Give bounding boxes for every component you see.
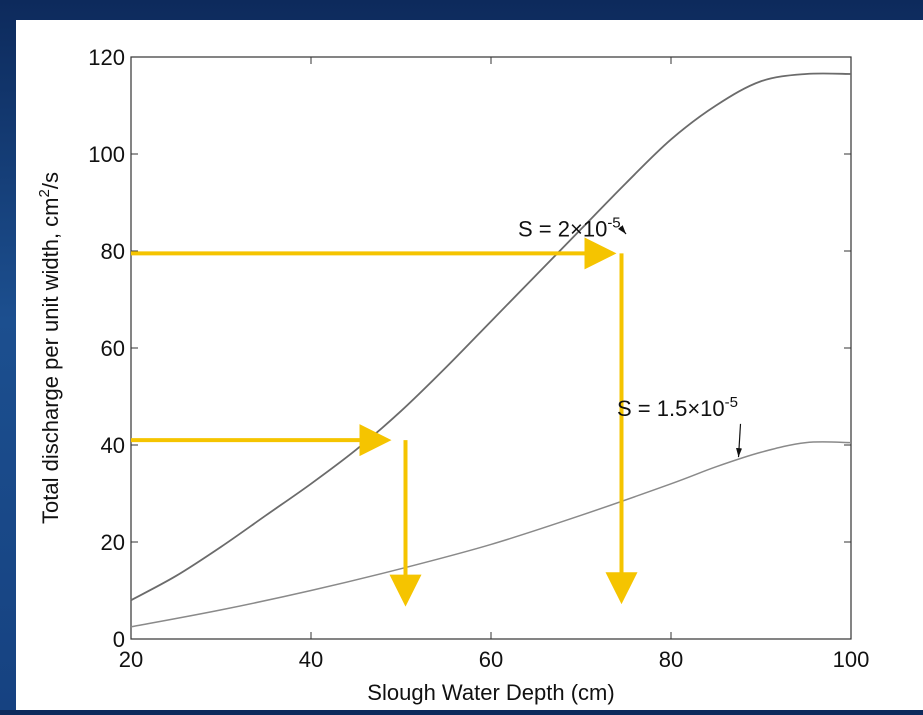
y-axis-label-tail: /s xyxy=(38,172,63,189)
series-label-pointer-1 xyxy=(617,225,627,235)
y-tick-label: 80 xyxy=(101,239,125,264)
y-tick-label: 60 xyxy=(101,336,125,361)
y-axis-label-sup: 2 xyxy=(36,189,53,197)
y-tick-label: 0 xyxy=(113,627,125,652)
x-tick-label: 20 xyxy=(119,647,143,672)
guide-arrows xyxy=(131,237,638,607)
series-label-pointer-2 xyxy=(736,423,743,458)
series-annotations: S = 2×10-5 S = 1.5×10-5 xyxy=(518,214,743,458)
y-axis-label: Total discharge per unit width, cm2/s xyxy=(36,172,63,524)
series-line-2 xyxy=(130,441,852,628)
x-tick-label: 60 xyxy=(479,647,503,672)
y-axis-label-main: Total discharge per unit width, cm xyxy=(38,197,63,524)
x-axis-label: Slough Water Depth (cm) xyxy=(367,680,614,705)
y-tick-label: 100 xyxy=(88,142,125,167)
series-line-1 xyxy=(130,72,852,601)
y-tick-label: 120 xyxy=(88,45,125,70)
series-lines xyxy=(130,72,852,628)
x-tick-label: 80 xyxy=(659,647,683,672)
plot-area xyxy=(130,56,852,640)
chart-panel: 20 40 60 80 100 0 20 40 60 80 100 120 S = 2×10-5 S =… xyxy=(16,20,923,710)
series-label-2: S = 1.5×10-5 xyxy=(617,394,738,421)
y-tick-label: 20 xyxy=(101,530,125,555)
y-tick-label: 40 xyxy=(101,433,125,458)
x-tick-label: 40 xyxy=(299,647,323,672)
x-tick-label: 100 xyxy=(833,647,870,672)
series-label-1: S = 2×10-5 xyxy=(518,214,621,241)
